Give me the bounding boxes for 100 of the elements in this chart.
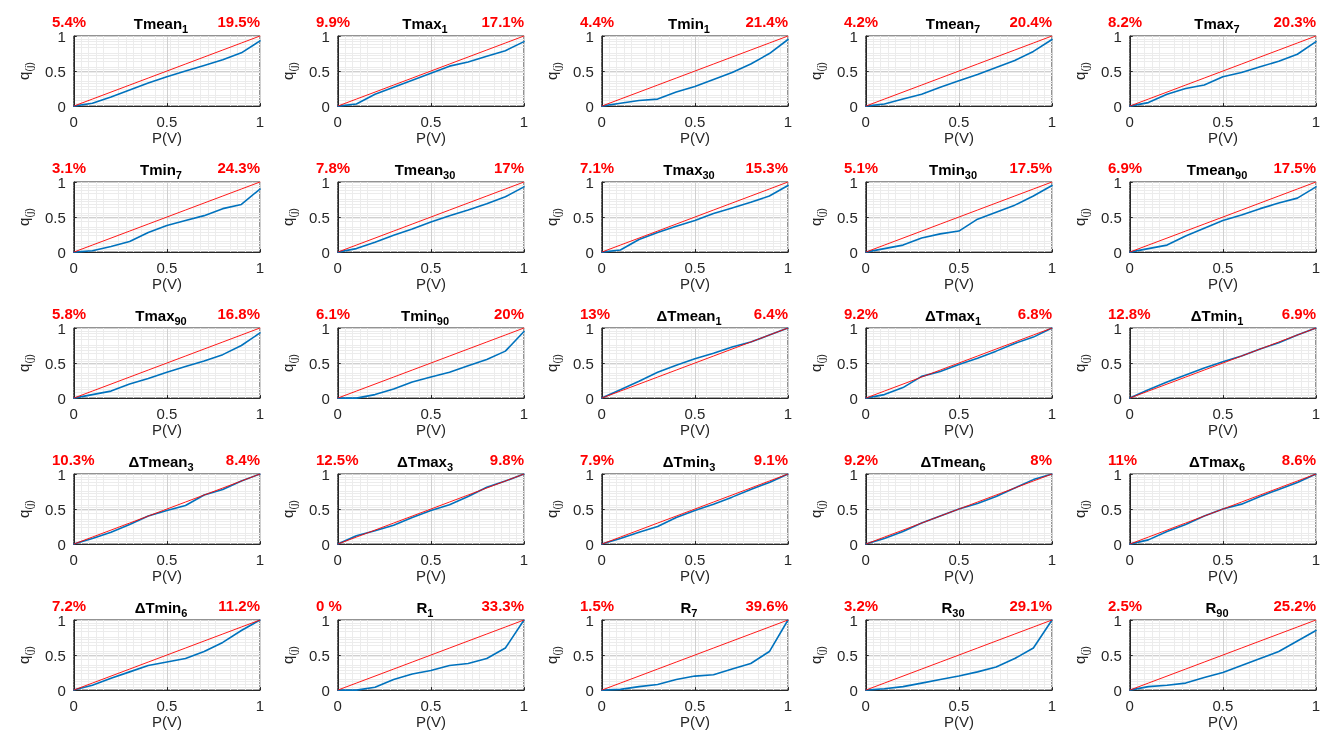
x-tick-label: 0.5 [156,697,178,715]
x-tick-label: 1 [519,405,529,423]
y-axis-title: q(j) [15,645,35,665]
y-tick-label: 0.5 [836,500,858,518]
y-axis-title: q(j) [543,353,563,373]
x-axis-title: P(V) [151,713,182,730]
text: 5.8% [52,305,87,322]
text: 19.5% [217,13,261,30]
x-tick-label: 0.5 [420,551,442,569]
line-series [864,473,1053,545]
text: 0 % [316,597,342,614]
y-tick-label: 1 [585,319,594,337]
x-tick-label: 0 [861,551,870,569]
line-series [600,473,789,545]
x-axis-title: P(V) [679,567,710,584]
x-tick-label: 0 [1125,405,1134,423]
x-axis-title: P(V) [1207,275,1238,292]
text: 9.1% [753,451,789,468]
y-tick-label: 0 [57,535,66,553]
x-tick-label: 0 [597,551,606,569]
text: 5.1% [844,159,879,176]
y-tick-label: 0 [849,97,858,115]
text: 39.6% [745,597,789,614]
text: 4.2% [844,13,879,30]
text: 29.1% [1009,597,1053,614]
y-tick-label: 1 [321,465,330,483]
x-tick-label: 0 [1125,113,1134,131]
x-axis-title: P(V) [943,567,974,584]
y-tick-label: 0 [57,389,66,407]
text: 7.8% [316,159,351,176]
x-tick-label: 1 [1047,113,1057,131]
y-tick-label: 1 [321,611,330,629]
x-tick-label: 0 [69,259,78,277]
y-tick-label: 0.5 [1100,62,1122,80]
y-tick-label: 0 [849,243,858,261]
y-tick-label: 0 [321,389,330,407]
text: 12.8% [1108,305,1151,322]
text: 8.4% [225,451,261,468]
x-axis-title: P(V) [1207,567,1238,584]
x-tick-label: 0 [861,113,870,131]
y-tick-label: 0.5 [308,500,330,518]
y-tick-label: 0.5 [572,500,594,518]
x-tick-label: 0.5 [156,551,178,569]
line-series [1128,473,1317,545]
x-axis-title: P(V) [151,129,182,146]
x-tick-label: 0.5 [948,697,970,715]
text: 25.2% [1273,597,1317,614]
y-axis-title: q(j) [15,61,35,81]
text: 4.4% [580,13,615,30]
y-tick-label: 1 [57,465,66,483]
y-tick-label: 0.5 [572,646,594,664]
y-axis-title: q(j) [807,353,827,373]
x-tick-label: 0 [597,113,606,131]
x-tick-label: 1 [519,259,529,277]
text: 13% [580,305,611,322]
x-tick-label: 0 [333,113,342,131]
y-tick-label: 0 [321,243,330,261]
x-axis-title: P(V) [943,275,974,292]
y-tick-label: 1 [321,319,330,337]
y-axis-title: q(j) [543,61,563,81]
y-tick-label: 1 [585,611,594,629]
x-tick-label: 0.5 [1212,405,1234,423]
x-tick-label: 0.5 [948,405,970,423]
y-tick-label: 0.5 [1100,354,1122,372]
text: 6.9% [1108,159,1143,176]
y-tick-label: 0.5 [572,208,594,226]
x-axis-title: P(V) [151,421,182,438]
x-tick-label: 1 [783,697,793,715]
x-tick-label: 0 [333,551,342,569]
x-axis-title: P(V) [415,275,446,292]
x-axis-title: P(V) [151,567,182,584]
text: 3.2% [844,597,879,614]
y-axis-title: q(j) [279,207,299,227]
x-tick-label: 0 [69,405,78,423]
y-axis-title: q(j) [807,61,827,81]
x-tick-label: 0 [69,551,78,569]
x-tick-label: 1 [255,405,265,423]
text: 21.4% [745,13,789,30]
y-tick-label: 0 [849,681,858,699]
y-tick-label: 0.5 [1100,500,1122,518]
x-tick-label: 0.5 [420,405,442,423]
y-axis-title: q(j) [15,499,35,519]
x-tick-label: 0.5 [684,113,706,131]
x-tick-label: 0.5 [420,697,442,715]
text: 6.8% [1017,305,1053,322]
y-tick-label: 1 [585,27,594,45]
text: 8.2% [1108,13,1143,30]
line-series [1128,327,1317,399]
x-tick-label: 0.5 [1212,113,1234,131]
y-tick-label: 0 [585,389,594,407]
y-axis-title: q(j) [807,207,827,227]
text: 7.1% [580,159,615,176]
text: 6.9% [1281,305,1317,322]
y-axis-title: q(j) [1071,499,1091,519]
y-axis-title: q(j) [543,645,563,665]
x-axis-title: P(V) [415,713,446,730]
text: 8.6% [1281,451,1317,468]
y-axis-title: q(j) [807,499,827,519]
x-tick-label: 0 [597,697,606,715]
y-tick-label: 0.5 [44,208,66,226]
